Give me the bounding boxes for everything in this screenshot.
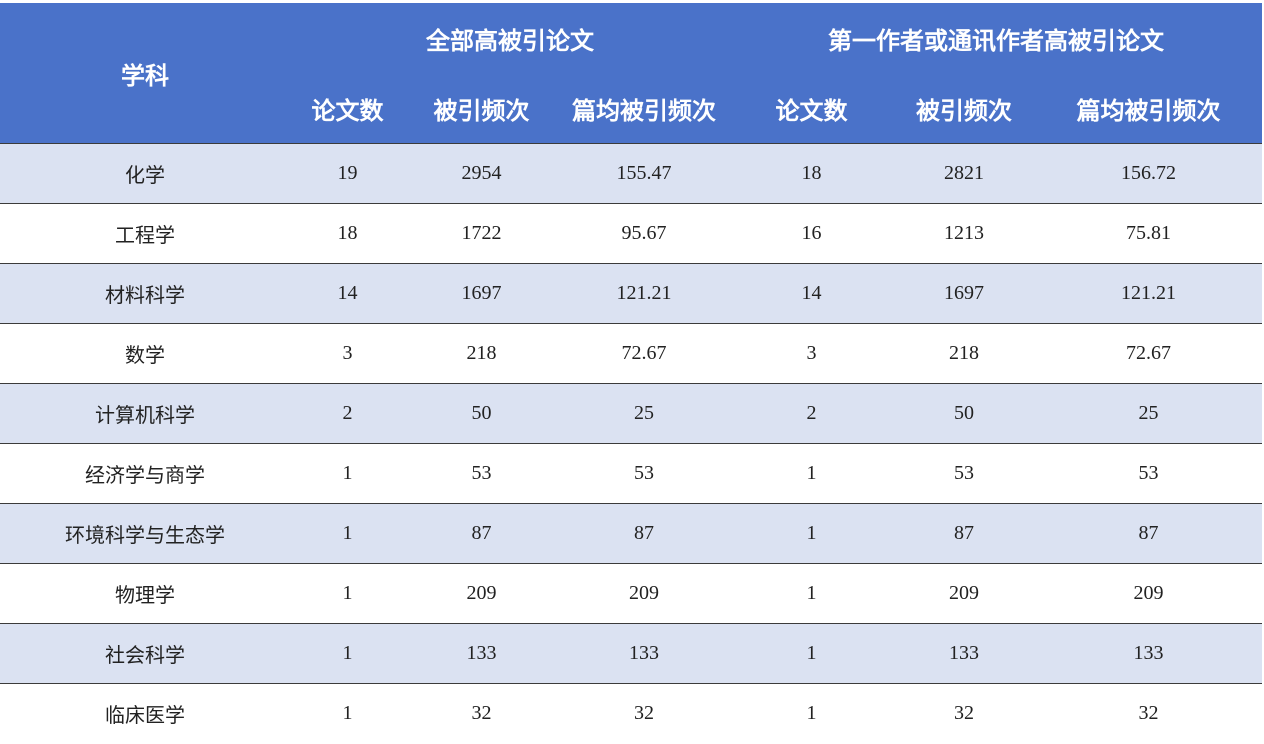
value-cell: 1 [290, 623, 405, 684]
value-cell: 53 [1035, 443, 1262, 504]
header-subject: 学科 [0, 3, 290, 144]
value-cell: 19 [290, 143, 405, 204]
value-cell: 18 [730, 143, 893, 204]
value-cell: 1722 [405, 203, 558, 264]
header-column: 论文数 [730, 73, 893, 144]
header-column: 篇均被引频次 [1035, 73, 1262, 144]
value-cell: 1697 [405, 263, 558, 324]
value-cell: 2954 [405, 143, 558, 204]
table-row: 经济学与商学 1 53 53 1 53 53 [0, 443, 1262, 504]
value-cell: 1 [730, 563, 893, 624]
value-cell: 121.21 [558, 263, 730, 324]
value-cell: 14 [290, 263, 405, 324]
value-cell: 1 [730, 683, 893, 743]
value-cell: 1213 [893, 203, 1035, 264]
subject-cell: 环境科学与生态学 [0, 503, 290, 564]
value-cell: 25 [1035, 383, 1262, 444]
value-cell: 25 [558, 383, 730, 444]
value-cell: 32 [1035, 683, 1262, 743]
value-cell: 2 [290, 383, 405, 444]
table-row: 临床医学 1 32 32 1 32 32 [0, 683, 1262, 743]
subject-cell: 材料科学 [0, 263, 290, 324]
value-cell: 72.67 [558, 323, 730, 384]
value-cell: 1 [730, 503, 893, 564]
value-cell: 218 [405, 323, 558, 384]
table-row: 社会科学 1 133 133 1 133 133 [0, 623, 1262, 684]
value-cell: 32 [893, 683, 1035, 743]
subject-cell: 经济学与商学 [0, 443, 290, 504]
value-cell: 1 [290, 563, 405, 624]
value-cell: 133 [405, 623, 558, 684]
value-cell: 18 [290, 203, 405, 264]
header-group: 全部高被引论文 [290, 3, 730, 73]
header-column: 论文数 [290, 73, 405, 144]
value-cell: 155.47 [558, 143, 730, 204]
value-cell: 53 [893, 443, 1035, 504]
table-row: 计算机科学 2 50 25 2 50 25 [0, 383, 1262, 444]
value-cell: 209 [1035, 563, 1262, 624]
table-row: 材料科学 14 1697 121.21 14 1697 121.21 [0, 263, 1262, 324]
value-cell: 87 [558, 503, 730, 564]
value-cell: 156.72 [1035, 143, 1262, 204]
value-cell: 87 [893, 503, 1035, 564]
value-cell: 3 [290, 323, 405, 384]
value-cell: 87 [1035, 503, 1262, 564]
value-cell: 1 [290, 443, 405, 504]
subject-cell: 化学 [0, 143, 290, 204]
table-row: 工程学 18 1722 95.67 16 1213 75.81 [0, 203, 1262, 264]
subject-cell: 工程学 [0, 203, 290, 264]
subject-cell: 临床医学 [0, 683, 290, 743]
table-row: 环境科学与生态学 1 87 87 1 87 87 [0, 503, 1262, 564]
value-cell: 1 [730, 623, 893, 684]
value-cell: 1 [730, 443, 893, 504]
value-cell: 53 [405, 443, 558, 504]
header-column: 被引频次 [893, 73, 1035, 144]
value-cell: 50 [405, 383, 558, 444]
subject-cell: 社会科学 [0, 623, 290, 684]
subject-cell: 物理学 [0, 563, 290, 624]
subject-cell: 数学 [0, 323, 290, 384]
value-cell: 133 [558, 623, 730, 684]
value-cell: 209 [893, 563, 1035, 624]
value-cell: 209 [405, 563, 558, 624]
header-column: 篇均被引频次 [558, 73, 730, 144]
data-table: 学科 全部高被引论文 第一作者或通讯作者高被引论文 论文数 被引频次 篇均被引频次论… [0, 3, 1262, 743]
value-cell: 209 [558, 563, 730, 624]
value-cell: 95.67 [558, 203, 730, 264]
value-cell: 133 [893, 623, 1035, 684]
value-cell: 218 [893, 323, 1035, 384]
value-cell: 133 [1035, 623, 1262, 684]
value-cell: 53 [558, 443, 730, 504]
value-cell: 32 [558, 683, 730, 743]
value-cell: 2821 [893, 143, 1035, 204]
value-cell: 50 [893, 383, 1035, 444]
table-row: 数学 3 218 72.67 3 218 72.67 [0, 323, 1262, 384]
header-group: 第一作者或通讯作者高被引论文 [730, 3, 1262, 73]
value-cell: 14 [730, 263, 893, 324]
value-cell: 75.81 [1035, 203, 1262, 264]
value-cell: 2 [730, 383, 893, 444]
subject-cell: 计算机科学 [0, 383, 290, 444]
value-cell: 1 [290, 503, 405, 564]
value-cell: 121.21 [1035, 263, 1262, 324]
table-row: 化学 19 2954 155.47 18 2821 156.72 [0, 143, 1262, 204]
value-cell: 32 [405, 683, 558, 743]
value-cell: 72.67 [1035, 323, 1262, 384]
table-row: 物理学 1 209 209 1 209 209 [0, 563, 1262, 624]
value-cell: 3 [730, 323, 893, 384]
value-cell: 1697 [893, 263, 1035, 324]
header-column: 被引频次 [405, 73, 558, 144]
value-cell: 1 [290, 683, 405, 743]
value-cell: 87 [405, 503, 558, 564]
value-cell: 16 [730, 203, 893, 264]
